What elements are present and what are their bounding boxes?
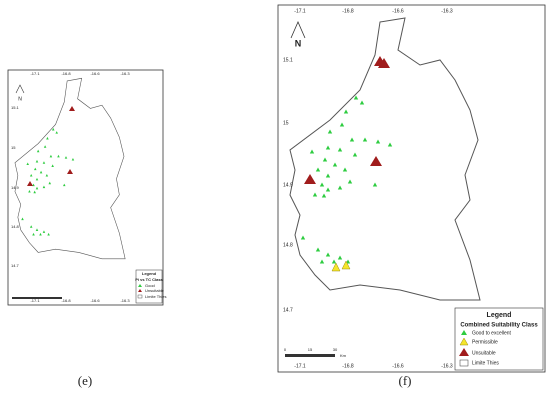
lon-label: -17.1 [30,298,40,303]
lon-label: -16.8 [61,71,71,76]
legend: Legend Pi vs TC Class Good Unsuitable Li… [135,269,167,304]
scale-label: 0 [284,347,287,352]
north-arrow: N [295,38,302,48]
unsuitable-site [370,156,382,166]
legend-subtitle: Pi vs TC Class [135,277,163,282]
north-arrow-icon [15,84,25,94]
scale-label: 30 [333,347,338,352]
panel-e: -17.1 -16.8 -16.6 -16.3 -17.1 -16.8 -16.… [7,69,167,388]
legend-item: Limite Thies [472,360,499,366]
legend: Legend Combined Suitability Class Good t… [454,307,544,371]
legend-subtitle: Combined Suitability Class [460,323,538,329]
lon-label: -16.3 [120,71,130,76]
lon-label: -16.8 [61,298,71,303]
lon-label: -16.8 [342,363,354,369]
permissible-site [331,262,341,272]
lon-label: -16.6 [90,298,100,303]
lat-label: 15.1 [11,105,20,110]
permissible-site [341,260,351,270]
north-arrow-icon [290,21,306,39]
lat-label: 15 [283,120,289,126]
unsuitable-site [69,106,75,111]
legend-title: Legend [487,312,512,319]
legend-title: Legend [142,271,157,276]
lon-label: -16.8 [342,8,354,14]
panel-label: (f) [399,373,412,388]
unsuitable-site [27,181,33,186]
scale-label: 15 [308,347,313,352]
lat-label: 14.8 [283,242,293,248]
legend-item: Good to excellent [472,330,512,336]
lat-label: 14.9 [283,182,293,188]
legend-item: Good [145,283,155,288]
scale-bar [12,297,62,299]
scale-bar [285,354,335,357]
lon-label: -16.3 [441,8,453,14]
lon-label: -16.6 [392,8,404,14]
lon-label: -16.3 [441,363,453,369]
lat-label: 14.7 [283,307,293,313]
lat-label: 14.8 [11,224,20,229]
lat-label: 14.9 [11,185,20,190]
legend-item: Limite Thies [145,294,167,299]
lat-label: 14.7 [11,263,20,268]
panel-f: -17.1 -16.8 -16.6 -16.3 -17.1 -16.8 -16.… [277,4,546,388]
north-arrow: N [18,96,22,102]
legend-item: Unsuitable [145,288,165,293]
lon-label: -17.1 [294,363,306,369]
legend-item: Unsuitable [472,350,496,356]
unsuitable-site [304,174,316,184]
lon-label: -16.6 [90,71,100,76]
lon-label: -17.1 [30,71,40,76]
scale-label: Km [340,353,347,358]
unsuitable-site [67,169,73,174]
lon-label: -16.3 [120,298,130,303]
lat-label: 15.1 [283,57,293,63]
legend-item: Permissible [472,339,498,345]
lat-label: 15 [11,145,16,150]
panel-label: (e) [78,373,92,388]
unsuitable-site [378,58,390,68]
lon-label: -17.1 [294,8,306,14]
lon-label: -16.6 [392,363,404,369]
